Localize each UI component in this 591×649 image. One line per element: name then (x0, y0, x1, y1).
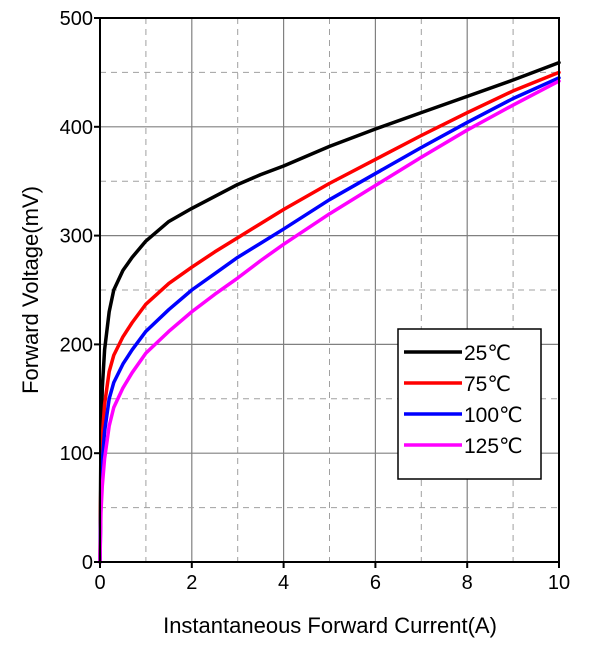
y-tick-label: 0 (82, 552, 93, 574)
y-tick-label: 300 (60, 226, 93, 248)
legend-label: 25℃ (464, 342, 511, 365)
plot-frame (99, 17, 560, 563)
x-tick-label: 10 (548, 572, 570, 594)
series-line-1 (98, 60, 561, 564)
series-line-2 (98, 70, 561, 564)
x-tick-label: 8 (462, 572, 473, 594)
legend: 25℃ 75℃ 100℃ 125℃ (397, 328, 542, 480)
series-lines (98, 60, 561, 564)
series-line-3 (98, 76, 561, 564)
y-tick-label: 100 (60, 443, 93, 465)
legend-label: 125℃ (464, 435, 523, 458)
legend-box (397, 328, 542, 480)
x-tick-label: 4 (278, 572, 289, 594)
x-tick-label: 0 (94, 572, 105, 594)
x-tick-label: 6 (370, 572, 381, 594)
y-tick-label: 200 (60, 334, 93, 356)
series-line-4 (98, 79, 561, 564)
grid-lines (100, 18, 559, 562)
legend-label: 75℃ (464, 373, 511, 396)
y-tick-label: 400 (60, 117, 93, 139)
legend-label: 100℃ (464, 404, 523, 427)
x-tick-label: 2 (186, 572, 197, 594)
x-axis-label: Instantaneous Forward Current(A) (163, 613, 497, 638)
y-axis-label: Forward Voltage(mV) (18, 186, 43, 394)
y-tick-label: 500 (60, 8, 93, 30)
